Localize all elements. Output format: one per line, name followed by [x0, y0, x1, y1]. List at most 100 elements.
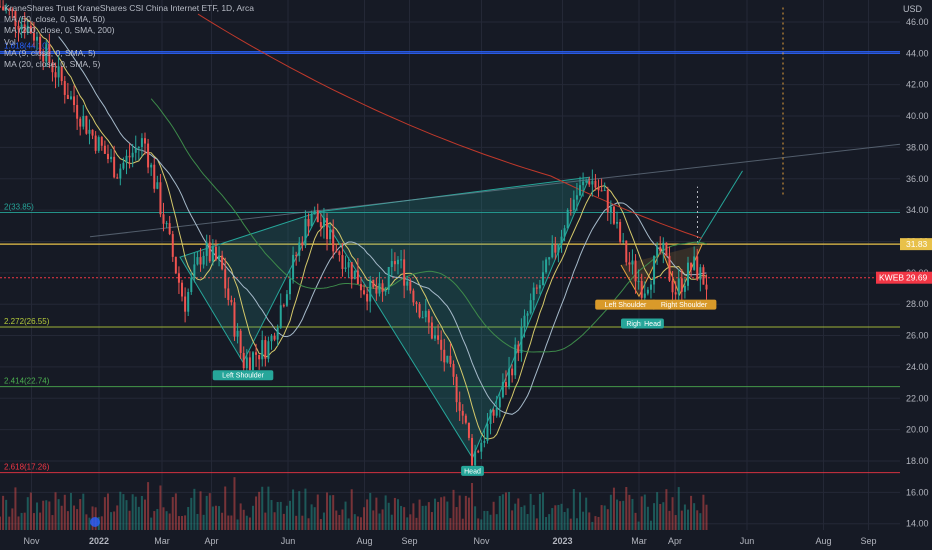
candle-body — [310, 214, 313, 227]
candle-body — [91, 129, 94, 136]
legend-ma20[interactable]: MA (20, close, 0, SMA, 5) — [4, 59, 101, 70]
volume-bar — [295, 515, 298, 530]
volume-bar — [548, 514, 551, 530]
candle-body — [585, 181, 588, 183]
volume-bar — [387, 502, 390, 530]
candle-body — [8, 8, 11, 10]
volume-bar — [137, 506, 140, 530]
volume-bar — [236, 519, 239, 530]
candle-body — [480, 442, 483, 452]
candle-body — [66, 94, 69, 100]
legend-ma50[interactable]: MA (50, close, 0, SMA, 50) — [4, 14, 106, 25]
volume-bar — [474, 506, 477, 530]
volume-bar — [492, 501, 495, 530]
volume-bar — [409, 514, 412, 530]
volume-bar — [29, 492, 32, 530]
candle-body — [646, 289, 649, 294]
candle-body — [131, 152, 134, 158]
volume-bar — [147, 482, 150, 530]
candle-body — [378, 283, 381, 294]
volume-bar — [17, 516, 20, 530]
candle-body — [51, 62, 54, 73]
candle-body — [384, 290, 387, 292]
volume-bar — [538, 493, 541, 530]
volume-bar — [412, 503, 415, 530]
candle-body — [696, 256, 699, 280]
volume-bar — [128, 510, 131, 530]
volume-bar — [517, 498, 520, 530]
volume-bar — [248, 517, 251, 530]
volume-bar — [452, 489, 455, 530]
volume-bar — [292, 489, 295, 530]
volume-bar — [304, 488, 307, 530]
candle-body — [39, 36, 42, 54]
volume-bar — [523, 505, 526, 530]
pattern-label: Left Shoulder — [222, 373, 264, 380]
volume-bar — [406, 517, 409, 530]
candle-body — [103, 145, 106, 154]
volume-bar — [100, 516, 103, 530]
legend-ma9[interactable]: MA (9, close, 0, SMA, 5) — [4, 47, 96, 58]
volume-bar — [575, 518, 578, 530]
volume-bar — [702, 494, 705, 530]
volume-bar — [276, 501, 279, 530]
candle-body — [258, 354, 261, 360]
legend-volume[interactable]: Vol — [4, 36, 16, 47]
time-tick-label: Mar — [631, 536, 647, 546]
candle-body — [11, 9, 14, 12]
candle-body — [165, 223, 168, 225]
candle-body — [137, 147, 140, 149]
candle-body — [326, 217, 329, 240]
candle-body — [677, 278, 680, 295]
candle-body — [421, 317, 424, 319]
volume-bar — [190, 497, 193, 530]
volume-bar — [0, 516, 1, 530]
volume-bar — [486, 510, 489, 530]
candle-body — [88, 129, 91, 134]
volume-bar — [662, 502, 665, 530]
volume-bar — [171, 497, 174, 530]
candle-body — [569, 209, 572, 211]
volume-bar — [187, 507, 190, 530]
volume-bar — [267, 486, 270, 530]
time-axis[interactable]: Nov 2022 Mar Apr Jun Aug Sep Nov 2023 Mar Apr Jun Au… — [23, 536, 876, 546]
pattern-left-shoulder — [179, 210, 321, 364]
volume-bar — [329, 495, 332, 530]
volume-bar — [566, 508, 569, 530]
candle-body — [690, 262, 693, 270]
volume-bar — [211, 506, 214, 530]
candle-body — [489, 409, 492, 424]
candle-body — [199, 257, 202, 265]
time-tick-label: Apr — [668, 536, 682, 546]
price-tick-label: 26.00 — [906, 331, 929, 341]
volume-bar — [242, 509, 245, 530]
candle-body — [495, 407, 498, 416]
candle-body — [32, 33, 35, 41]
volume-bar — [643, 494, 646, 530]
volume-bar — [665, 489, 668, 530]
price-tick-label: 18.00 — [906, 456, 929, 466]
pattern-label-box — [212, 370, 274, 381]
price-tick-label: 22.00 — [906, 393, 929, 403]
volume-bar — [69, 492, 72, 530]
volume-bar — [535, 518, 538, 530]
legend-ma200[interactable]: MA (200, close, 0, SMA, 200) — [4, 25, 115, 36]
candle-body — [418, 304, 421, 318]
volume-bar — [403, 507, 406, 530]
price-axis[interactable]: 14.00 16.00 18.00 20.00 22.00 24.00 26.00 28.00… — [876, 17, 932, 529]
volume-bar — [177, 516, 180, 530]
candle-body — [483, 440, 486, 443]
candle-body — [171, 234, 174, 257]
volume-bar — [400, 505, 403, 530]
candle-body — [372, 279, 375, 288]
candle-body — [147, 143, 150, 168]
volume-bar — [353, 514, 356, 530]
candle-body — [406, 281, 409, 286]
volume-bar — [699, 513, 702, 530]
volume-bar — [390, 514, 393, 530]
volume-bar — [375, 497, 378, 530]
candle-body — [125, 155, 128, 163]
candle-body — [446, 355, 449, 363]
volume-bar — [289, 500, 292, 530]
